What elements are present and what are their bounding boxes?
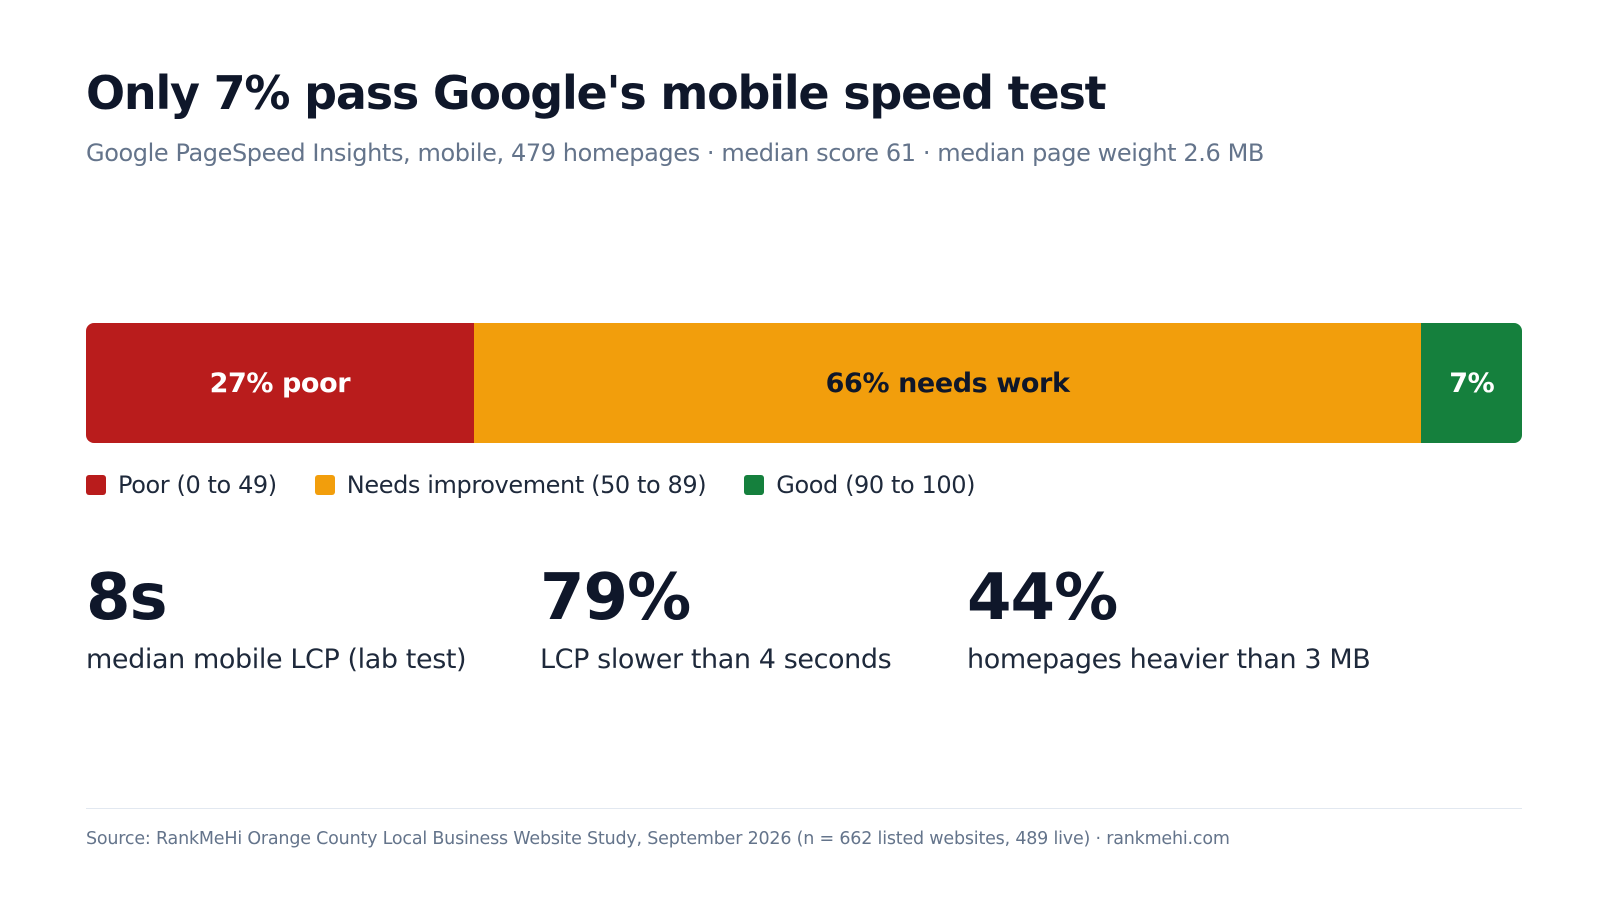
chart-subtitle: Google PageSpeed Insights, mobile, 479 h… xyxy=(86,139,1264,167)
legend-label: Needs improvement (50 to 89) xyxy=(346,471,707,499)
stat-label: homepages heavier than 3 MB xyxy=(967,644,1371,675)
bar-segment-label: 27% poor xyxy=(209,367,351,399)
bar-segment-needs-improvement: 66% needs work xyxy=(473,323,1422,443)
legend-swatch xyxy=(86,475,106,495)
divider xyxy=(86,808,1522,809)
legend-item: Good (90 to 100) xyxy=(744,471,976,499)
legend-label: Poor (0 to 49) xyxy=(118,471,277,499)
legend-swatch xyxy=(744,475,765,495)
stacked-bar: 27% poor 66% needs work 7% xyxy=(86,323,1522,443)
legend: Poor (0 to 49) Needs improvement (50 to 8… xyxy=(86,471,1013,499)
stat-median-lcp: 8s median mobile LCP (lab test) xyxy=(86,561,467,675)
source-note: Source: RankMeHi Orange County Local Bus… xyxy=(86,829,1230,849)
bar-segment-label: 7% xyxy=(1449,367,1495,399)
bar-segment-label: 66% needs work xyxy=(825,367,1070,399)
stat-label: LCP slower than 4 seconds xyxy=(540,644,892,675)
legend-item: Poor (0 to 49) xyxy=(86,471,277,499)
stat-label: median mobile LCP (lab test) xyxy=(86,644,467,675)
stat-value: 8s xyxy=(86,561,168,635)
stat-value: 44% xyxy=(967,561,1118,635)
stat-value: 79% xyxy=(540,561,691,635)
legend-swatch xyxy=(314,475,335,495)
legend-item: Needs improvement (50 to 89) xyxy=(314,471,707,499)
bar-segment-poor: 27% poor xyxy=(86,323,474,443)
stat-lcp-slower: 79% LCP slower than 4 seconds xyxy=(540,561,892,675)
chart-title: Only 7% pass Google's mobile speed test xyxy=(86,66,1107,120)
bar-segment-good: 7% xyxy=(1421,323,1522,443)
legend-label: Good (90 to 100) xyxy=(776,471,976,499)
stat-heavier-pages: 44% homepages heavier than 3 MB xyxy=(967,561,1371,675)
